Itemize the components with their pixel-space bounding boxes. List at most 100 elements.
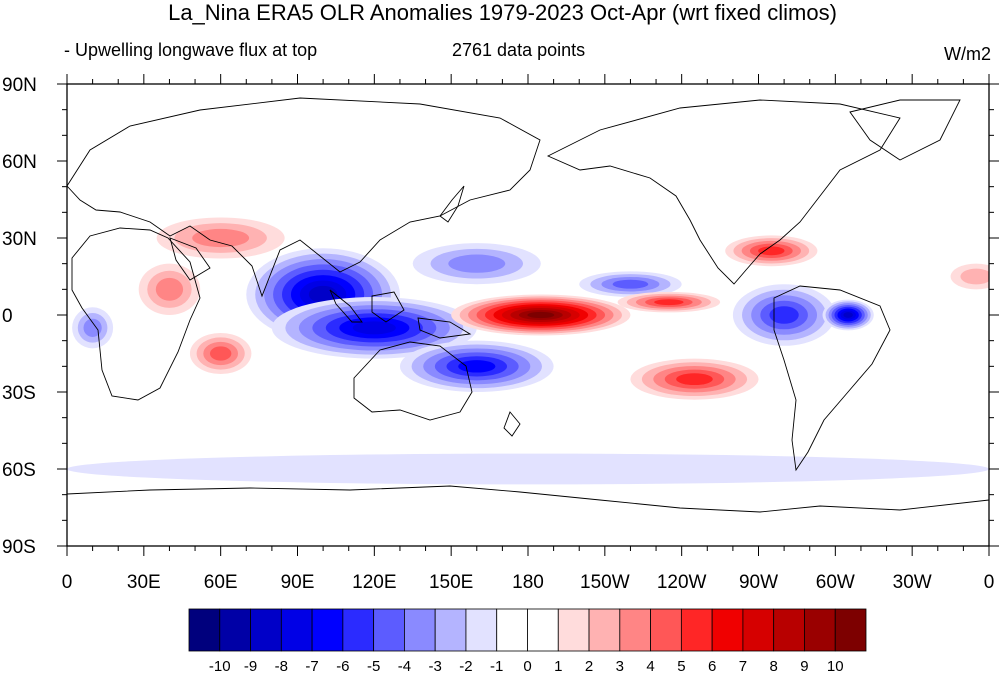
colorbar-swatch bbox=[680, 608, 713, 652]
anomaly-contour bbox=[458, 360, 496, 373]
anomaly-contour bbox=[67, 453, 989, 485]
colorbar-swatch bbox=[588, 608, 621, 652]
colorbar-label: -7 bbox=[305, 658, 318, 675]
colorbar-swatch bbox=[834, 608, 867, 652]
colorbar-label: 2 bbox=[585, 658, 593, 675]
coastline-arabia bbox=[169, 237, 211, 281]
anomaly-contour bbox=[83, 318, 102, 337]
anomaly-region bbox=[617, 291, 721, 313]
anomaly-contour bbox=[843, 312, 853, 318]
coastline-greenland bbox=[849, 99, 961, 161]
plot-title: La_Nina ERA5 OLR Anomalies 1979-2023 Oct… bbox=[168, 0, 837, 25]
anomaly-region bbox=[822, 299, 874, 331]
coastline-north-america bbox=[546, 99, 901, 285]
colorbar-label: -10 bbox=[209, 658, 231, 675]
lon-label: 150E bbox=[429, 572, 473, 593]
anomaly-contour bbox=[960, 268, 989, 285]
lon-label: 90E bbox=[281, 572, 315, 593]
lon-label: 180 bbox=[512, 572, 544, 593]
anomaly-contour bbox=[192, 228, 250, 248]
colorbar-label: -8 bbox=[275, 658, 288, 675]
anomaly-contour bbox=[155, 277, 184, 301]
anomaly-contour bbox=[527, 311, 555, 319]
axis-labels: 90N 60N 30N 0 30S 60S 90S 0 30E 60E 90E 120E 150E 180… bbox=[2, 75, 994, 593]
coastline-japan bbox=[439, 185, 465, 223]
colorbar-swatch bbox=[280, 608, 313, 652]
colorbar-swatch bbox=[711, 608, 744, 652]
colorbar-swatch bbox=[650, 608, 682, 652]
units-label: W/m2 bbox=[944, 44, 991, 64]
colorbar-label: 7 bbox=[739, 658, 747, 675]
colorbar-label: 1 bbox=[554, 658, 562, 675]
anomaly-region bbox=[732, 284, 836, 346]
colorbar-swatch bbox=[342, 608, 375, 652]
coastline-africa bbox=[71, 227, 201, 401]
lat-label: 90N bbox=[2, 75, 37, 96]
colorbar-label: 5 bbox=[677, 658, 685, 675]
anomaly-contour bbox=[209, 346, 232, 361]
axis-ticks bbox=[57, 74, 999, 556]
lon-label: 60W bbox=[816, 572, 855, 593]
colorbar-swatch bbox=[404, 608, 436, 652]
lat-label: 0 bbox=[2, 306, 13, 327]
anomaly-region bbox=[725, 235, 818, 267]
colorbar-swatch bbox=[188, 608, 221, 652]
anomaly-region bbox=[399, 340, 554, 393]
anomaly-region bbox=[579, 271, 682, 298]
anomaly-contour bbox=[352, 321, 396, 335]
colorbar-label: -6 bbox=[336, 658, 349, 675]
colorbar-label: 8 bbox=[770, 658, 778, 675]
anomaly-region bbox=[630, 358, 759, 400]
anomaly-region bbox=[271, 297, 477, 359]
colorbar-swatch bbox=[557, 608, 590, 652]
lon-label: 150W bbox=[580, 572, 630, 593]
anomaly-region bbox=[412, 243, 541, 285]
colorbar-label: 9 bbox=[800, 658, 808, 675]
anomaly-region bbox=[189, 332, 252, 375]
coastline-eurasia bbox=[67, 97, 541, 298]
coastline-antarctica bbox=[67, 485, 989, 513]
anomaly-contour bbox=[769, 306, 799, 324]
anomaly-region bbox=[67, 453, 989, 485]
colorbar-swatch bbox=[311, 608, 344, 652]
lon-label: 90W bbox=[739, 572, 778, 593]
colorbar-swatch bbox=[434, 608, 467, 652]
anomaly-contour bbox=[612, 279, 649, 289]
coastline-south-america bbox=[773, 285, 891, 472]
coastline-new-guinea bbox=[417, 317, 472, 339]
anomaly-contour bbox=[448, 254, 506, 273]
colorbar-swatch bbox=[773, 608, 805, 652]
anomaly-region bbox=[72, 307, 114, 349]
colorbar-label: -4 bbox=[398, 658, 411, 675]
colorbar-swatch bbox=[373, 608, 405, 652]
anomaly-contour bbox=[758, 246, 785, 256]
lat-label: 30S bbox=[2, 383, 36, 404]
colorbar-label: -3 bbox=[429, 658, 442, 675]
coastline-new-zealand bbox=[503, 411, 521, 437]
lat-label: 60S bbox=[2, 460, 36, 481]
olr-anomaly-field bbox=[67, 217, 989, 485]
coastline-sumatra bbox=[329, 289, 363, 323]
colorbar-swatch bbox=[250, 608, 282, 652]
coastline-australia bbox=[353, 341, 473, 421]
anomaly-region bbox=[156, 217, 285, 259]
colorbar-label: 0 bbox=[523, 658, 531, 675]
colorbar-label: -9 bbox=[244, 658, 257, 675]
lon-label: 120W bbox=[657, 572, 707, 593]
lon-label: 30E bbox=[127, 572, 161, 593]
colorbar-label: -2 bbox=[459, 658, 472, 675]
variable-description: - Upwelling longwave flux at top bbox=[64, 40, 318, 60]
lon-label: 0 bbox=[62, 572, 73, 593]
anomaly-contour bbox=[676, 373, 713, 386]
colorbar-swatch bbox=[619, 608, 651, 652]
colorbar-label: 3 bbox=[616, 658, 624, 675]
colorbar-swatch bbox=[465, 608, 498, 652]
lon-label: 60E bbox=[204, 572, 238, 593]
lon-label: 120E bbox=[352, 572, 396, 593]
lon-label: 0 bbox=[984, 572, 995, 593]
coastline-borneo bbox=[371, 291, 405, 323]
colorbar-swatch bbox=[742, 608, 775, 652]
lat-label: 90S bbox=[2, 537, 36, 558]
colorbar-swatch bbox=[496, 608, 528, 652]
